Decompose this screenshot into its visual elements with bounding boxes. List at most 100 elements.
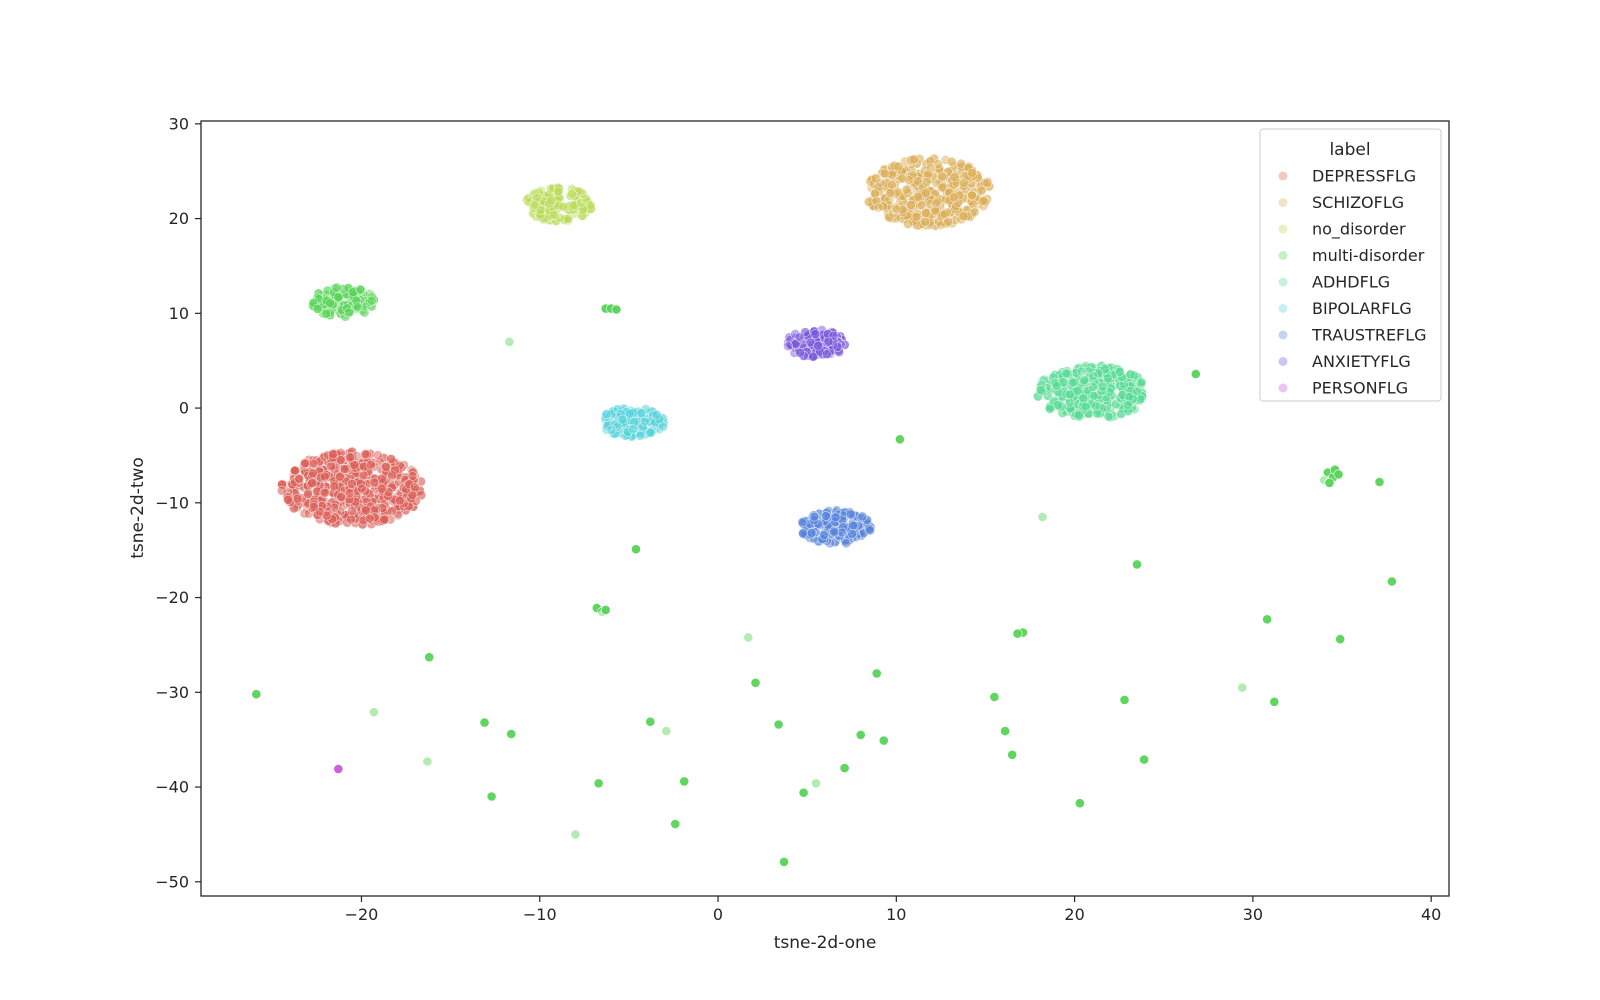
legend-entry: SCHIZOFLG [1278,193,1404,212]
scatter-point [1262,614,1272,625]
legend-marker [1278,383,1288,393]
scatter-point [333,764,344,774]
cluster-point [879,168,890,179]
cluster-point [1088,381,1098,392]
legend-entry: TRAUSTREFLG [1278,326,1427,345]
cluster-point [870,188,881,199]
cluster-point [891,204,902,214]
cluster-point [1053,400,1063,411]
cluster-point [1097,381,1108,392]
y-tick-label: 0 [179,399,189,418]
scatter-point [611,304,622,315]
cluster-point [635,430,646,441]
cluster-point [865,525,875,536]
x-tick-label: −20 [345,905,379,924]
cluster-point [937,182,948,193]
cluster-point [617,414,628,425]
scatter-point [1324,477,1335,488]
cluster-point [783,341,793,352]
y-tick-label: −50 [155,872,189,891]
plot-frame [200,120,1450,897]
cluster-point [345,452,356,463]
scatter-point [743,632,754,643]
cluster-point [645,427,656,438]
cluster-point [321,308,332,319]
cluster-point [346,514,356,525]
cluster-point [529,200,540,210]
cluster-point [624,408,635,419]
legend-entry: ANXIETYFLG [1278,352,1411,371]
cluster-point [821,511,831,521]
cluster-point [921,176,932,187]
cluster-point [319,471,330,482]
cluster-point [369,477,380,488]
cluster-point [1092,408,1103,419]
cluster-point [346,478,357,489]
scatter-point [1012,628,1023,639]
cluster-point [553,186,564,197]
cluster-point [563,213,574,224]
cluster-point [968,199,978,210]
cluster-point [601,409,612,419]
scatter-point [479,717,490,728]
cluster-point [1080,401,1091,412]
y-tick-label: 30 [169,114,189,133]
scatter-point [368,707,379,718]
cluster-point [276,485,287,496]
cluster-point [830,512,841,523]
x-tick-label: 40 [1421,905,1441,924]
cluster-point [795,347,805,358]
cluster-point [806,527,817,538]
cluster-point [1091,400,1101,411]
scatter-point [504,336,515,347]
cluster-point [346,506,357,516]
cluster-point [845,508,856,519]
cluster-point [309,501,319,512]
legend-marker [1278,171,1288,181]
cluster-point [364,513,375,524]
y-tick-label: 20 [169,209,189,228]
cluster-point [893,161,904,172]
cluster-point [949,192,959,203]
cluster-point [606,424,617,435]
scatter-point [251,689,262,700]
scatter-point [1132,559,1142,570]
scatter-point [1269,696,1280,707]
cluster-point [930,205,941,216]
scatter-point [878,735,889,746]
cluster-point [1052,381,1062,391]
cluster-point [394,495,405,506]
cluster-point [1123,399,1133,410]
legend-marker [1278,198,1288,207]
scatter-point [570,829,581,840]
cluster-point [797,517,808,528]
legend-marker [1278,251,1288,260]
scatter-point [895,434,905,445]
cluster-point [969,207,980,218]
cluster-multi-disorder [307,282,379,322]
cluster-point [946,156,957,167]
cluster-point [1088,370,1099,381]
cluster-point [558,201,569,212]
cluster-point [1073,410,1084,421]
cluster-point [810,329,821,339]
cluster-point [320,487,330,498]
x-tick-label: 10 [886,905,906,924]
cluster-point [821,349,832,360]
legend-entry: BIPOLARFLG [1278,299,1412,318]
legend-entry: no_disorder [1278,220,1406,240]
cluster-point [303,488,313,499]
cluster-point [875,177,886,188]
cluster-point [909,154,920,165]
legend-entry: DEPRESSFLG [1278,167,1416,186]
cluster-bipolarflg [600,403,669,442]
legend-entry: PERSONFLG [1278,379,1408,398]
legend-label: TRAUSTREFLG [1311,326,1427,345]
cluster-point [1039,374,1049,385]
scatter-point [1335,634,1346,645]
scatter-point [1333,469,1344,480]
legend-label: no_disorder [1312,220,1406,240]
cluster-point [901,184,912,195]
scatter-point [1139,754,1149,765]
